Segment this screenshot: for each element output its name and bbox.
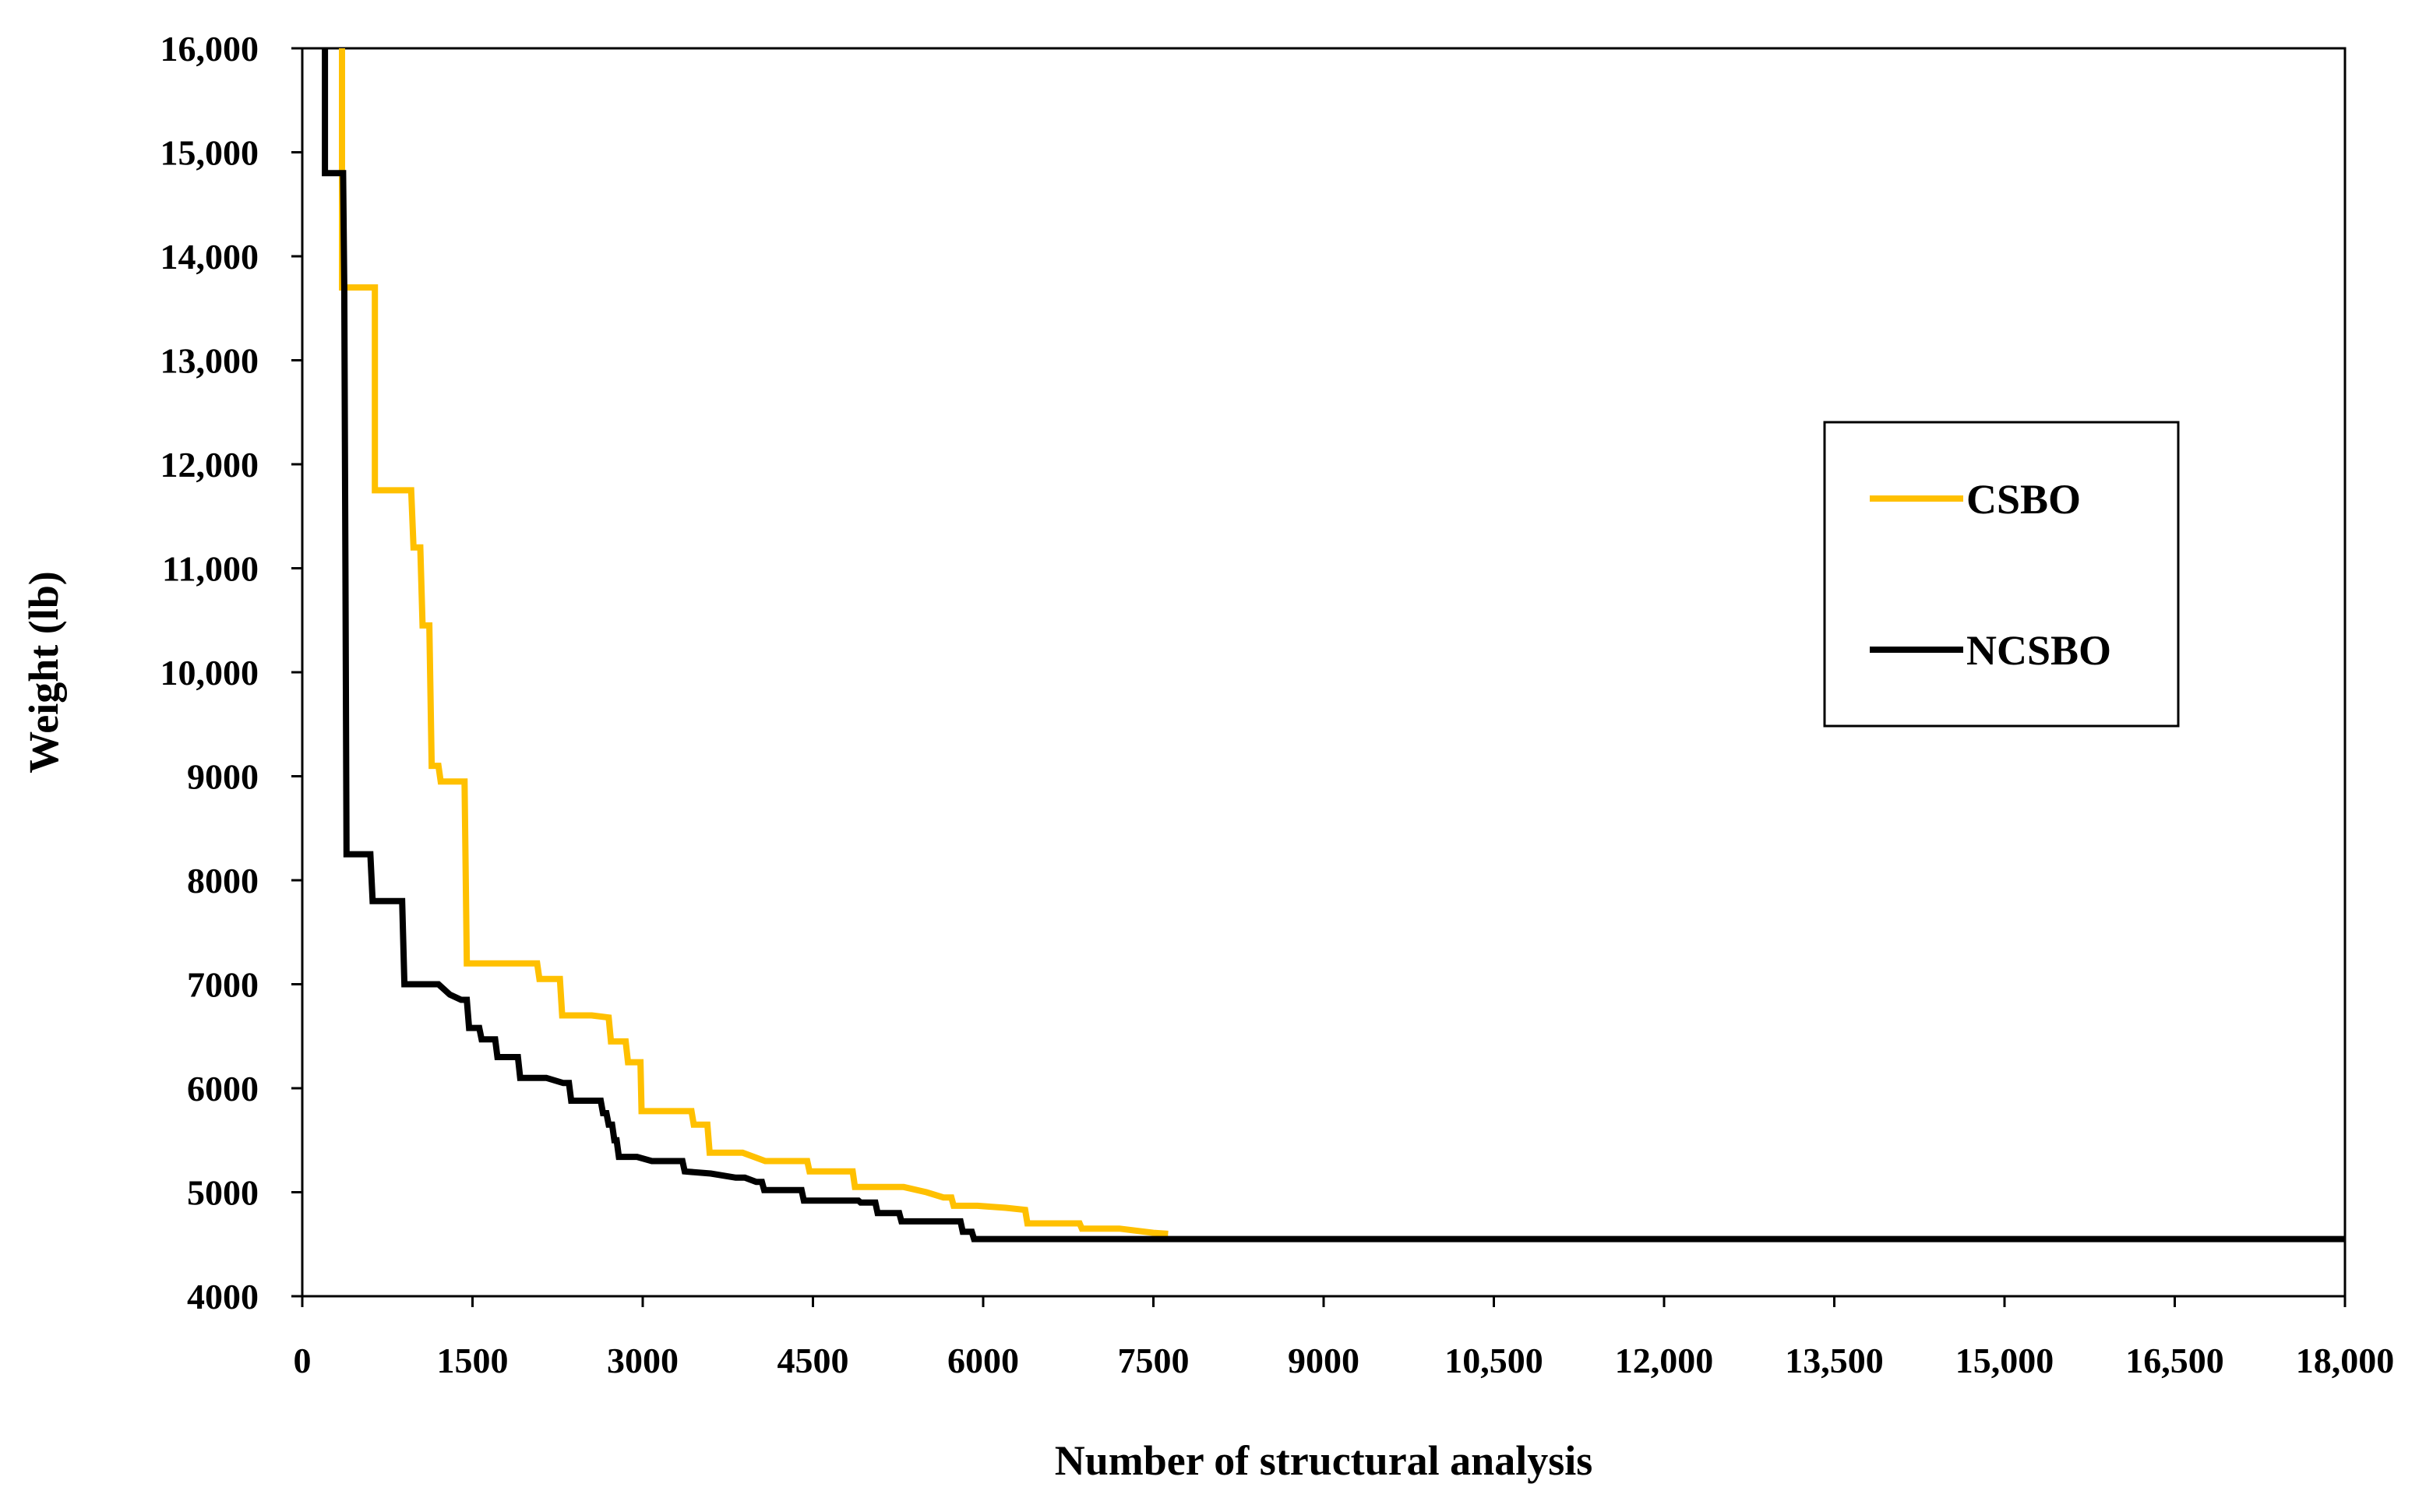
y-tick-label: 10,000 <box>160 653 259 693</box>
x-tick-label: 9000 <box>1288 1341 1359 1380</box>
y-tick-label: 6000 <box>187 1069 259 1108</box>
y-tick-label: 13,000 <box>160 341 259 381</box>
y-tick-label: 11,000 <box>162 549 259 589</box>
x-tick-label: 18,000 <box>2296 1341 2395 1380</box>
y-tick-label: 12,000 <box>160 445 259 485</box>
series-line-csbo <box>339 48 1169 1237</box>
series-line-ncsbo <box>322 48 2345 1242</box>
x-tick-label: 1500 <box>437 1341 509 1380</box>
x-tick-label: 12,000 <box>1615 1341 1714 1380</box>
x-tick-label: 0 <box>294 1341 312 1380</box>
x-tick-label: 13,500 <box>1785 1341 1884 1380</box>
y-tick-label: 5000 <box>187 1173 259 1213</box>
series-layer <box>322 48 2345 1242</box>
legend-label-ncsbo: NCSBO <box>1966 627 2111 674</box>
x-axis-title: Number of structural analysis <box>1055 1437 1593 1484</box>
x-tick-label: 15,000 <box>1955 1341 2054 1380</box>
x-axis-ticks: 0 1500 3000 4500 6000 7500 9000 10,500 12,000 13,… <box>294 1296 2395 1380</box>
x-tick-label: 6000 <box>947 1341 1019 1380</box>
y-tick-label: 7000 <box>187 965 259 1005</box>
y-tick-label: 15,000 <box>160 133 259 173</box>
legend-label-csbo: CSBO <box>1966 476 2081 523</box>
x-tick-label: 16,500 <box>2125 1341 2224 1380</box>
y-tick-label: 4000 <box>187 1277 259 1316</box>
y-tick-label: 16,000 <box>160 29 259 69</box>
y-axis-ticks: 4000 5000 6000 7000 8000 9000 10,000 11,000 12,0… <box>160 29 302 1316</box>
y-tick-label: 9000 <box>187 757 259 797</box>
legend: CSBO NCSBO <box>1823 421 2180 728</box>
y-axis-title: Weight (lb) <box>20 571 67 774</box>
legend-box <box>1823 421 2180 728</box>
x-tick-label: 4500 <box>778 1341 849 1380</box>
x-tick-label: 10,500 <box>1444 1341 1543 1380</box>
x-tick-label: 7500 <box>1118 1341 1190 1380</box>
y-tick-label: 14,000 <box>160 237 259 277</box>
x-tick-label: 3000 <box>607 1341 679 1380</box>
y-tick-label: 8000 <box>187 861 259 901</box>
